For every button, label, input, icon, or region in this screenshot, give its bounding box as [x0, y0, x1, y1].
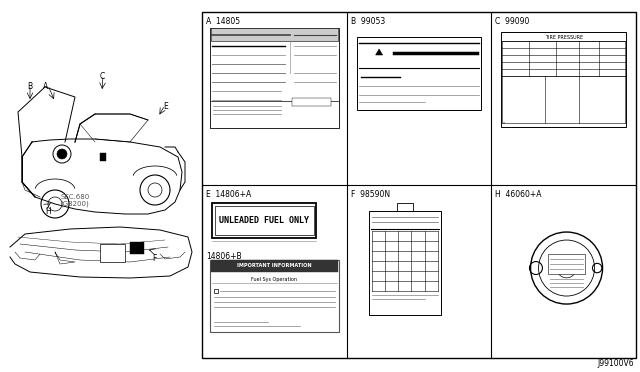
Bar — [130, 242, 144, 254]
Bar — [211, 28, 338, 41]
Text: E  14806+A: E 14806+A — [206, 190, 252, 199]
Text: B  99053: B 99053 — [351, 17, 385, 26]
Text: C: C — [100, 72, 105, 81]
Text: H: H — [45, 207, 51, 216]
Text: 14806+B: 14806+B — [206, 251, 242, 261]
Bar — [214, 205, 314, 235]
Text: H  46060+A: H 46060+A — [495, 190, 542, 199]
Bar — [292, 98, 331, 106]
Text: *: * — [503, 121, 506, 125]
Text: J99100V6: J99100V6 — [597, 359, 634, 368]
Text: E: E — [163, 102, 168, 111]
Bar — [501, 32, 626, 127]
Bar — [100, 244, 125, 262]
Text: C  99090: C 99090 — [495, 17, 530, 26]
Text: TIRE PRESSURE: TIRE PRESSURE — [545, 35, 583, 40]
Circle shape — [57, 149, 67, 159]
Bar — [212, 203, 316, 238]
Text: B: B — [27, 82, 32, 91]
Bar — [202, 12, 636, 358]
Bar — [214, 289, 218, 293]
Text: UNLEADED FUEL ONLY: UNLEADED FUEL ONLY — [219, 216, 309, 225]
Text: IMPORTANT INFORMATION: IMPORTANT INFORMATION — [237, 263, 312, 268]
Bar — [397, 203, 413, 211]
Bar — [356, 37, 481, 110]
Bar — [100, 153, 106, 161]
Text: (G8200): (G8200) — [60, 200, 89, 206]
Text: F  98590N: F 98590N — [351, 190, 390, 199]
Text: A: A — [43, 82, 48, 91]
Bar — [548, 254, 585, 274]
Text: A  14805: A 14805 — [206, 17, 240, 26]
Bar — [369, 211, 441, 315]
Text: SEC.680: SEC.680 — [60, 194, 89, 200]
Text: Fuel Sys Operation: Fuel Sys Operation — [252, 277, 298, 282]
Bar — [210, 260, 339, 332]
Bar — [211, 260, 338, 272]
Polygon shape — [376, 49, 383, 55]
Text: F: F — [152, 254, 156, 263]
Bar — [210, 28, 339, 128]
